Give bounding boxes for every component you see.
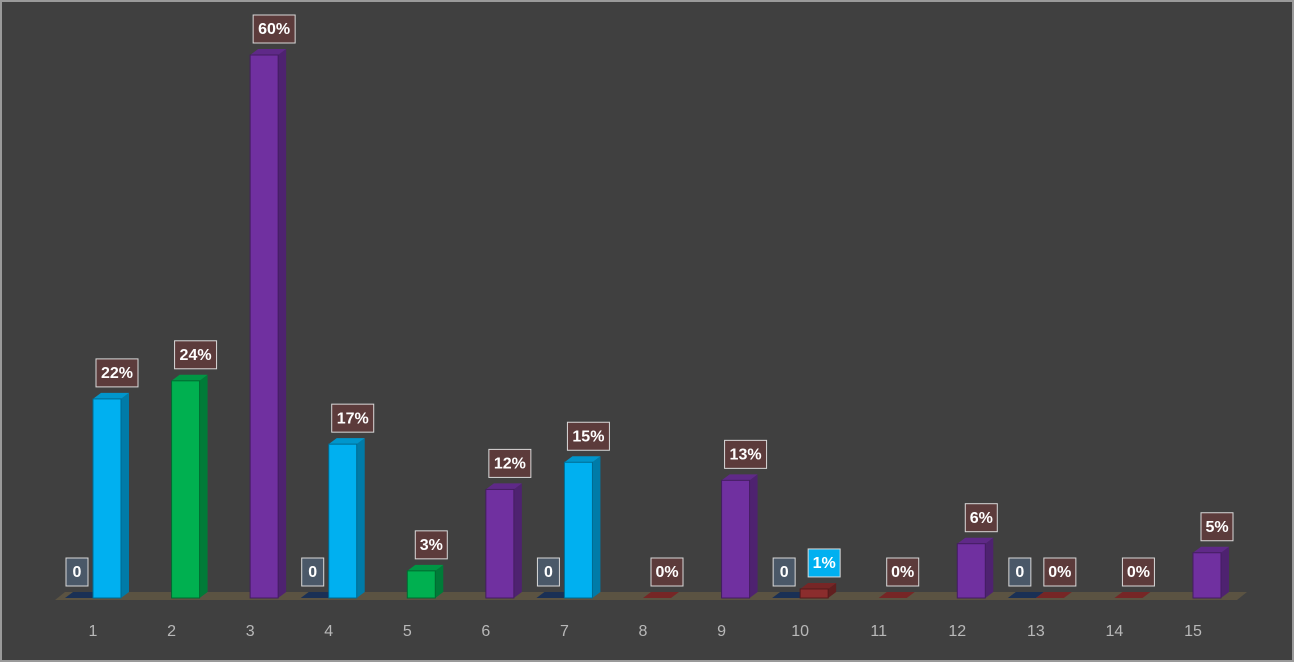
data-label-box bbox=[65, 557, 89, 587]
bar-top bbox=[250, 49, 287, 55]
x-tick-label: 12 bbox=[948, 623, 966, 640]
bar-side bbox=[356, 438, 365, 598]
data-label: 0 bbox=[308, 564, 317, 581]
data-label: 0% bbox=[1048, 564, 1071, 581]
bar-side bbox=[513, 483, 522, 598]
x-tick-label: 11 bbox=[870, 623, 887, 640]
data-label-box bbox=[174, 340, 218, 370]
bar bbox=[799, 588, 829, 599]
bar bbox=[721, 479, 751, 599]
data-label: 60% bbox=[258, 21, 290, 38]
bar-side bbox=[278, 49, 287, 598]
bar-top bbox=[772, 592, 809, 598]
data-label: 3% bbox=[420, 537, 443, 554]
data-label: 22% bbox=[101, 365, 133, 382]
x-tick-label: 9 bbox=[717, 623, 726, 640]
x-tick-label: 8 bbox=[639, 623, 648, 640]
x-tick-label: 1 bbox=[89, 623, 98, 640]
bar-top bbox=[957, 537, 994, 544]
bar-side bbox=[592, 456, 601, 598]
bar-side bbox=[435, 564, 444, 598]
data-label: 5% bbox=[1205, 519, 1228, 536]
data-label-box bbox=[807, 548, 841, 578]
x-tick-label: 3 bbox=[246, 623, 255, 640]
bar-top bbox=[536, 592, 573, 598]
data-label-box bbox=[1121, 557, 1155, 587]
x-tick-label: 2 bbox=[167, 623, 176, 640]
bar-top bbox=[800, 582, 837, 589]
bar-top bbox=[300, 592, 337, 598]
bar-top bbox=[564, 456, 601, 463]
data-label: 0% bbox=[891, 564, 914, 581]
data-label-box bbox=[724, 439, 768, 469]
bar-top bbox=[485, 483, 522, 490]
bar-top bbox=[171, 374, 208, 381]
data-label: 0 bbox=[544, 564, 553, 581]
data-label: 1% bbox=[813, 555, 836, 572]
bar-top bbox=[1035, 592, 1072, 598]
x-tick-label: 4 bbox=[324, 623, 333, 640]
x-tick-label: 14 bbox=[1106, 623, 1124, 640]
data-label: 0% bbox=[655, 564, 678, 581]
data-label: 24% bbox=[180, 347, 212, 364]
bar bbox=[92, 398, 122, 599]
bar-top bbox=[721, 474, 758, 481]
bar-top bbox=[643, 592, 679, 598]
bar-top bbox=[1114, 592, 1151, 598]
bar-top bbox=[878, 592, 915, 598]
bar-top bbox=[407, 564, 444, 571]
data-label-box bbox=[95, 358, 139, 388]
data-label: 15% bbox=[572, 428, 604, 445]
bar-top bbox=[1193, 546, 1229, 553]
data-label-box bbox=[566, 421, 610, 451]
data-label-box bbox=[1043, 557, 1077, 587]
data-label-box bbox=[331, 403, 375, 433]
bar-side bbox=[985, 537, 994, 598]
data-label: 17% bbox=[337, 410, 369, 427]
bar-top bbox=[65, 592, 101, 598]
bar-side bbox=[828, 582, 837, 598]
data-label: 0 bbox=[1015, 564, 1024, 581]
data-label-box bbox=[536, 557, 560, 587]
data-label: 0% bbox=[1127, 564, 1150, 581]
bar bbox=[563, 461, 593, 599]
bar-top bbox=[93, 392, 129, 399]
bar bbox=[249, 54, 279, 599]
bar bbox=[328, 443, 358, 599]
data-label-box bbox=[414, 530, 448, 560]
x-tick-label: 5 bbox=[403, 623, 412, 640]
bar-side bbox=[121, 392, 129, 598]
data-label-box bbox=[1200, 512, 1234, 542]
bar bbox=[171, 380, 201, 599]
data-label-box bbox=[301, 557, 325, 587]
x-tick-label: 10 bbox=[791, 623, 809, 640]
bar bbox=[406, 570, 436, 599]
bar-side bbox=[749, 474, 758, 598]
bar bbox=[1192, 552, 1222, 599]
data-label-box bbox=[488, 448, 532, 478]
data-label-box bbox=[886, 557, 920, 587]
bar-top bbox=[1007, 592, 1044, 598]
data-label-box bbox=[252, 14, 296, 44]
x-tick-label: 13 bbox=[1027, 623, 1045, 640]
bar-top bbox=[328, 438, 365, 445]
bar bbox=[485, 488, 515, 599]
x-tick-label: 6 bbox=[481, 623, 490, 640]
data-label: 6% bbox=[970, 510, 993, 527]
x-tick-label: 7 bbox=[560, 623, 569, 640]
bar bbox=[956, 543, 986, 599]
data-label: 13% bbox=[730, 447, 762, 464]
data-label-box bbox=[964, 503, 998, 533]
data-label: 0 bbox=[780, 564, 789, 581]
data-label-box bbox=[650, 557, 684, 587]
x-tick-label: 15 bbox=[1184, 623, 1202, 640]
data-label-box bbox=[1008, 557, 1032, 587]
data-label-box bbox=[772, 557, 796, 587]
data-label: 0 bbox=[73, 564, 82, 581]
data-label: 12% bbox=[494, 456, 526, 473]
bar-side bbox=[199, 374, 208, 598]
bar-side bbox=[1221, 546, 1229, 598]
